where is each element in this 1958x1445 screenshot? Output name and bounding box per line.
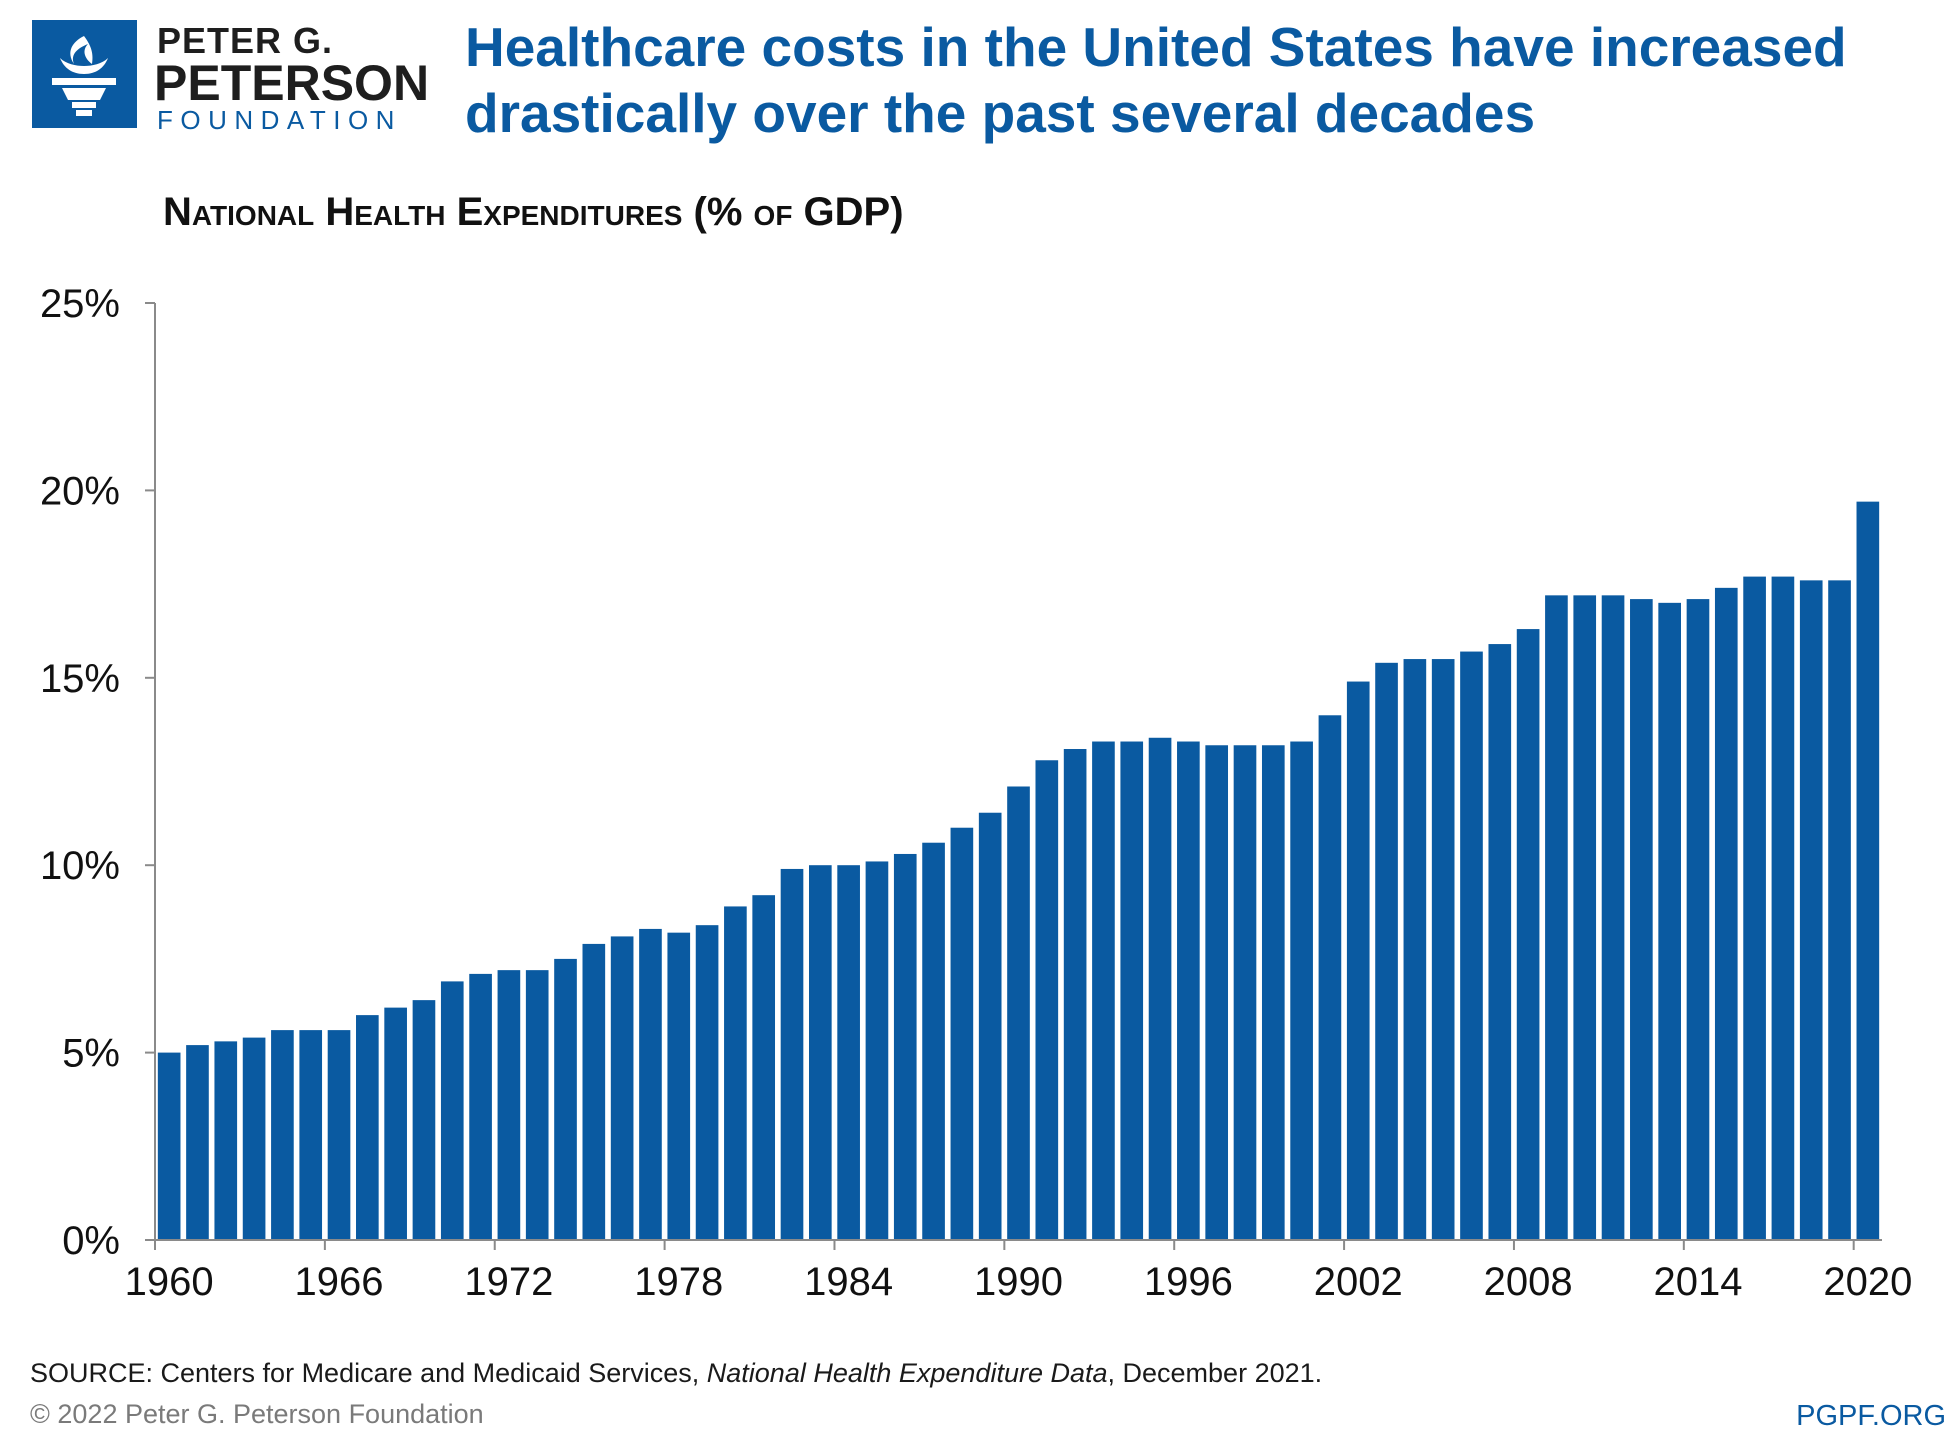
bar-2016 — [1743, 576, 1766, 1240]
bar-1975 — [582, 943, 606, 1240]
bar-1987 — [922, 842, 945, 1240]
bar-2002 — [1346, 681, 1370, 1240]
bar-2005 — [1431, 659, 1455, 1240]
x-tick-label: 1966 — [295, 1260, 384, 1304]
bar-1997 — [1205, 745, 1229, 1240]
source-title: National Health Expenditure Data — [706, 1358, 1108, 1388]
site-link[interactable]: PGPF.ORG — [1796, 1400, 1946, 1432]
copyright: © 2022 Peter G. Peterson Foundation — [30, 1399, 484, 1429]
bar-2015 — [1714, 587, 1738, 1240]
bar-1976 — [610, 936, 634, 1240]
bar-2014 — [1686, 599, 1710, 1240]
bar-1993 — [1092, 741, 1115, 1240]
y-tick-label: 25% — [40, 282, 120, 326]
bar-1972 — [497, 970, 521, 1240]
bar-2011 — [1601, 595, 1625, 1240]
y-tick-label: 15% — [40, 657, 120, 701]
y-tick-label: 20% — [40, 469, 120, 513]
bar-2013 — [1658, 602, 1681, 1240]
bar-1961 — [186, 1045, 209, 1240]
bar-1963 — [242, 1037, 266, 1240]
y-tick-label: 5% — [62, 1032, 120, 1076]
bar-1979 — [695, 925, 719, 1240]
bar-1980 — [724, 906, 747, 1240]
bar-1974 — [554, 958, 577, 1240]
y-tick-label: 10% — [40, 844, 120, 888]
logo-line-2: PETERSON — [154, 55, 430, 111]
bar-2001 — [1318, 715, 1342, 1240]
bar-2000 — [1290, 741, 1313, 1240]
bar-chart: 0% 5% 10% 15% 20% 25% 1960 1966 1972 1978 1984 1990… — [40, 282, 1912, 1304]
chart-title: National Health Expenditures (% of GDP) — [163, 190, 904, 234]
logo-line-1: PETER G. — [157, 20, 334, 61]
x-tick-label: 1990 — [974, 1260, 1063, 1304]
bar-1981 — [752, 895, 776, 1240]
bar-1964 — [271, 1030, 294, 1240]
bar-1977 — [639, 928, 662, 1240]
x-tick-label: 1996 — [1144, 1260, 1233, 1304]
bar-2018 — [1799, 580, 1823, 1240]
x-tick-label: 2008 — [1484, 1260, 1573, 1304]
bar-1984 — [837, 865, 860, 1240]
bar-1999 — [1261, 745, 1285, 1240]
bar-2019 — [1828, 580, 1851, 1240]
source-note: SOURCE: Centers for Medicare and Medicai… — [30, 1358, 1322, 1389]
bar-1995 — [1148, 737, 1172, 1240]
bar-1982 — [780, 868, 804, 1240]
bar-2007 — [1488, 644, 1512, 1240]
bar-2010 — [1573, 595, 1597, 1240]
bar-1988 — [950, 827, 974, 1240]
bar-1978 — [667, 932, 691, 1240]
bar-2008 — [1516, 629, 1540, 1240]
bar-1989 — [978, 812, 1002, 1240]
x-tick-label: 2002 — [1314, 1260, 1403, 1304]
bar-1970 — [440, 981, 464, 1240]
bar-2009 — [1545, 595, 1568, 1240]
headline: Healthcare costs in the United States ha… — [465, 16, 1847, 144]
bar-1965 — [299, 1030, 323, 1240]
bar-1966 — [327, 1030, 351, 1240]
x-tick-label: 2014 — [1653, 1260, 1742, 1304]
x-tick-label: 1984 — [804, 1260, 893, 1304]
bar-2017 — [1771, 576, 1795, 1240]
logo: PETER G. PETERSON FOUNDATION — [32, 20, 429, 135]
bar-2004 — [1403, 659, 1427, 1240]
x-tick-label: 1972 — [464, 1260, 553, 1304]
bar-1998 — [1233, 745, 1257, 1240]
bar-1992 — [1063, 749, 1087, 1240]
bar-2012 — [1630, 599, 1653, 1240]
y-tick-label: 0% — [62, 1219, 120, 1263]
bar-1971 — [469, 973, 492, 1240]
bar-1962 — [214, 1041, 238, 1240]
bar-1968 — [384, 1007, 407, 1240]
bar-1996 — [1177, 741, 1200, 1240]
bar-1960 — [157, 1052, 181, 1240]
bar-2003 — [1375, 662, 1398, 1240]
bar-1967 — [356, 1015, 379, 1240]
bar-1973 — [525, 970, 549, 1240]
bar-1983 — [809, 865, 832, 1240]
bar-2006 — [1460, 651, 1483, 1240]
x-tick-label: 1978 — [634, 1260, 723, 1304]
bar-1994 — [1120, 741, 1144, 1240]
torch-icon — [32, 20, 137, 128]
x-tick-label: 2020 — [1823, 1260, 1912, 1304]
bar-1990 — [1007, 786, 1030, 1240]
bar-2020 — [1856, 501, 1880, 1240]
bar-1986 — [893, 853, 917, 1240]
bar-1969 — [412, 1000, 436, 1240]
bar-1985 — [865, 861, 889, 1240]
bar-1991 — [1035, 760, 1059, 1240]
source-prefix: SOURCE: Centers for Medicare and Medicai… — [30, 1358, 707, 1388]
source-suffix: , December 2021. — [1107, 1358, 1323, 1388]
x-tick-label: 1960 — [125, 1260, 214, 1304]
logo-line-3: FOUNDATION — [157, 105, 402, 135]
